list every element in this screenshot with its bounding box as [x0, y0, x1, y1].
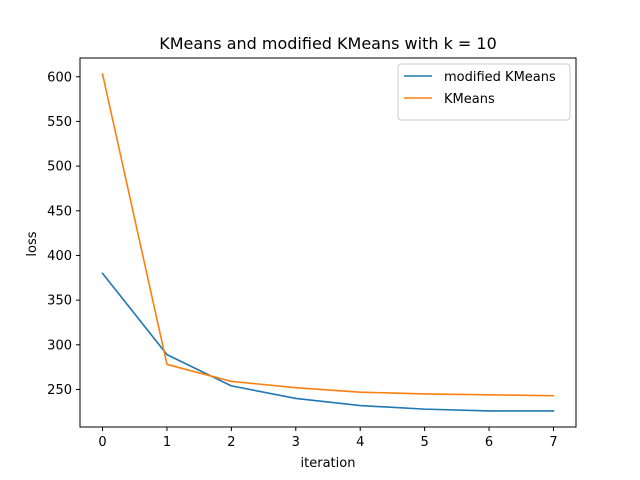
- y-tick-label: 600: [47, 70, 72, 85]
- y-tick-label: 450: [47, 204, 72, 219]
- y-tick-label: 550: [47, 115, 72, 130]
- y-tick-label: 250: [47, 383, 72, 398]
- series-line-1: [101, 73, 555, 397]
- x-tick-label: 6: [485, 435, 493, 450]
- series-line-0: [101, 272, 555, 412]
- x-tick-label: 3: [292, 435, 300, 450]
- series-lines: [101, 73, 555, 412]
- x-tick-label: 0: [98, 435, 106, 450]
- y-tick-label: 300: [47, 338, 72, 353]
- x-tick-label: 2: [227, 435, 235, 450]
- legend: modified KMeans KMeans: [397, 63, 571, 121]
- x-tick-label: 4: [356, 435, 364, 450]
- chart-title: KMeans and modified KMeans with k = 10: [159, 34, 497, 53]
- y-tick-label: 350: [47, 294, 72, 309]
- legend-entry: KMeans: [444, 92, 495, 107]
- y-axis-ticks: 250 300 350 400 450 500 550 600: [47, 70, 80, 398]
- x-tick-label: 1: [163, 435, 171, 450]
- legend-entry: modified KMeans: [444, 70, 556, 85]
- y-tick-label: 500: [47, 160, 72, 175]
- x-axis-label: iteration: [301, 456, 356, 471]
- y-axis-label: loss: [25, 231, 40, 256]
- x-tick-label: 7: [549, 435, 557, 450]
- x-tick-label: 5: [420, 435, 428, 450]
- y-tick-label: 400: [47, 249, 72, 264]
- legend-box: [397, 63, 571, 121]
- x-axis-ticks: 0 1 2 3 4 5 6 7: [98, 427, 558, 450]
